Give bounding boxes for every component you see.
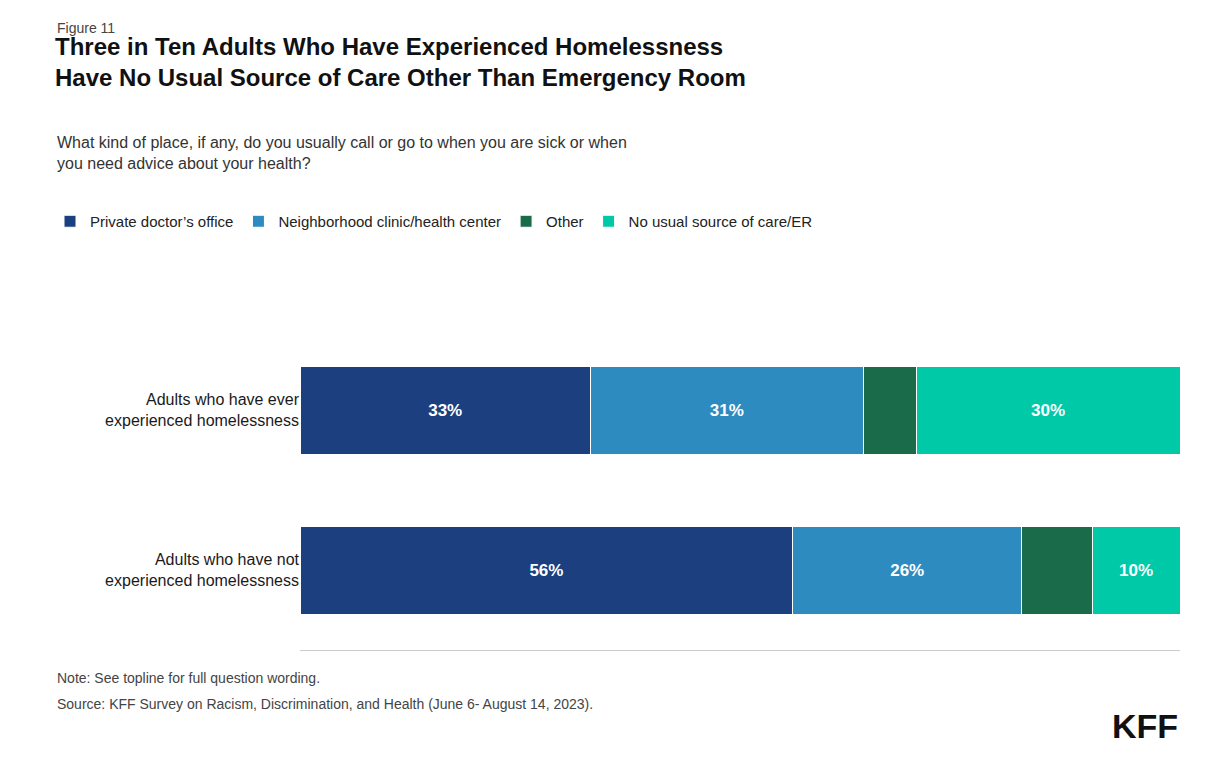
- svg-text:10%: 10%: [1119, 561, 1153, 580]
- svg-text:Adults who have everexperience: Adults who have everexperienced homeless…: [105, 391, 300, 429]
- svg-text:Private doctor’s office: Private doctor’s office: [90, 213, 233, 230]
- svg-text:30%: 30%: [1031, 401, 1065, 420]
- svg-text:Source: KFF Survey on Racism,: Source: KFF Survey on Racism, Discrimina…: [57, 696, 593, 712]
- svg-text:KFF: KFF: [1112, 707, 1178, 745]
- svg-text:Other: Other: [546, 213, 584, 230]
- svg-text:Adults who have notexperienced: Adults who have notexperienced homelessn…: [105, 551, 299, 589]
- svg-text:Note: See topline for full que: Note: See topline for full question word…: [57, 670, 320, 686]
- svg-text:56%: 56%: [529, 561, 563, 580]
- svg-text:No usual source of care/ER: No usual source of care/ER: [629, 213, 813, 230]
- svg-text:Three in Ten Adults Who Have E: Three in Ten Adults Who Have Experienced…: [55, 33, 746, 91]
- svg-text:33%: 33%: [428, 401, 462, 420]
- svg-text:What kind of place, if any, do: What kind of place, if any, do you usual…: [57, 134, 627, 172]
- svg-text:Neighborhood clinic/health cen: Neighborhood clinic/health center: [278, 213, 501, 230]
- svg-text:31%: 31%: [710, 401, 744, 420]
- svg-text:Figure 11: Figure 11: [57, 20, 115, 36]
- svg-text:26%: 26%: [890, 561, 924, 580]
